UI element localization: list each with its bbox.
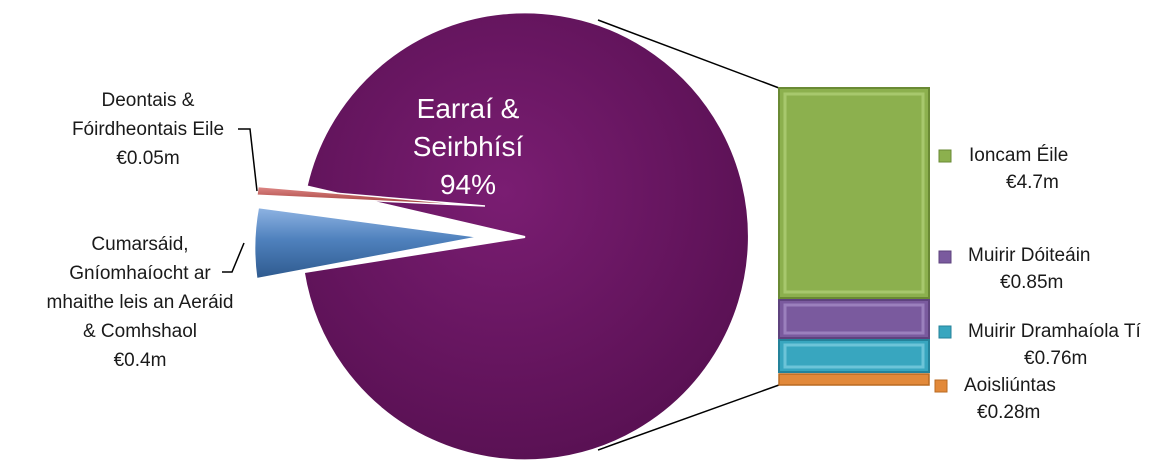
deontais-label-line-3: €0.05m	[116, 148, 179, 169]
cumarsaid-label-line-5: €0.4m	[114, 350, 167, 371]
legend-marker-muirir-doiteain	[939, 251, 951, 263]
bar-label-ioncam-eile-name: Ioncam Éile	[969, 145, 1068, 166]
legend-marker-aoisliuntas	[935, 380, 947, 392]
bar-label-muirir-doiteain: Muirir Dóiteáin €0.85m	[939, 245, 1090, 293]
bar-label-aoisliuntas-value: €0.28m	[977, 402, 1040, 423]
cumarsaid-label-line-1: Cumarsáid,	[91, 234, 188, 255]
cumarsaid-label: Cumarsáid, Gníomhaíocht ar mhaithe leis …	[47, 234, 234, 371]
cumarsaid-label-line-4: & Comhshaol	[83, 321, 197, 342]
deontais-label-line-2: Fóirdheontais Eile	[72, 119, 224, 140]
bar-label-aoisliuntas: Aoisliúntas €0.28m	[935, 375, 1056, 423]
bar-label-ioncam-eile-value: €4.7m	[1006, 172, 1059, 193]
bar-label-muirir-dramhaiola-name: Muirir Dramhaíola Tí	[968, 321, 1142, 342]
legend-marker-ioncam-eile	[939, 150, 951, 162]
cumarsaid-leader-line	[222, 243, 244, 272]
pie-main-label-line-3: 94%	[440, 169, 496, 200]
pie-main-label-line-2: Seirbhísí	[413, 131, 524, 162]
pie-main-label-line-1: Earraí &	[417, 93, 520, 124]
bar-segment-aoisliuntas	[779, 374, 929, 385]
bar-label-muirir-dramhaiola: Muirir Dramhaíola Tí €0.76m	[939, 321, 1142, 369]
bar-label-muirir-dramhaiola-value: €0.76m	[1024, 348, 1087, 369]
bar-segment-ioncam-eile	[779, 88, 929, 298]
legend-marker-muirir-dramhaiola	[939, 326, 951, 338]
bar-label-muirir-doiteain-value: €0.85m	[1000, 272, 1063, 293]
bar-label-muirir-doiteain-name: Muirir Dóiteáin	[968, 245, 1090, 266]
cumarsaid-label-line-2: Gníomhaíocht ar	[69, 263, 211, 284]
bar-label-aoisliuntas-name: Aoisliúntas	[964, 375, 1056, 396]
deontais-leader-line	[238, 129, 257, 191]
cumarsaid-label-line-3: mhaithe leis an Aeráid	[47, 292, 234, 313]
deontais-label: Deontais & Fóirdheontais Eile €0.05m	[72, 90, 224, 169]
deontais-label-line-1: Deontais &	[102, 90, 195, 111]
bar-label-ioncam-eile: Ioncam Éile €4.7m	[939, 145, 1068, 193]
bar-stack	[779, 88, 929, 385]
